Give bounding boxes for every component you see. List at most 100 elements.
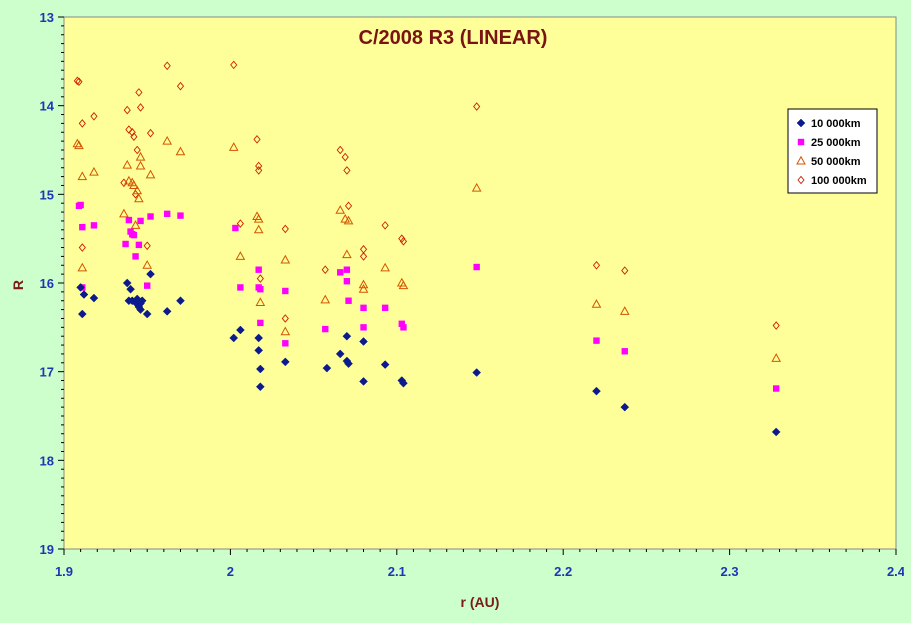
data-point [72, 138, 83, 148]
data-point [400, 324, 407, 331]
data-point [592, 260, 601, 270]
data-point [255, 297, 266, 307]
data-point [163, 61, 171, 71]
data-point [176, 296, 185, 306]
data-point [142, 309, 152, 319]
legend-marker [797, 138, 805, 146]
data-point [143, 241, 151, 251]
data-point [132, 253, 139, 260]
data-point [137, 296, 147, 306]
data-point [125, 125, 133, 134]
series-2 [75, 201, 780, 392]
data-point [343, 278, 351, 285]
data-point [129, 180, 139, 189]
plot-area [63, 16, 897, 550]
data-point [119, 208, 129, 218]
data-point [621, 266, 629, 275]
legend-marker [796, 118, 806, 128]
data-marks [72, 60, 782, 437]
data-point [772, 321, 780, 330]
data-point [142, 260, 153, 269]
data-point [176, 81, 185, 91]
data-point [78, 243, 86, 252]
data-point [282, 287, 289, 295]
data-point [257, 286, 264, 293]
data-point [380, 262, 391, 272]
data-point [77, 201, 84, 209]
data-point [335, 349, 345, 359]
data-point [253, 135, 261, 144]
data-point [75, 77, 83, 87]
data-point [398, 280, 409, 290]
data-point [163, 210, 171, 218]
data-point [399, 237, 408, 246]
x-axis-title: r (AU) [461, 594, 500, 610]
data-point [235, 251, 246, 260]
data-point [237, 284, 244, 291]
y-tick-label: 17 [40, 365, 54, 380]
data-point [145, 169, 156, 179]
data-point [280, 326, 291, 336]
data-point [236, 325, 245, 335]
data-point [254, 346, 264, 355]
data-point [73, 76, 81, 86]
x-tick-label: 2.3 [721, 564, 739, 579]
data-point [322, 325, 329, 333]
data-point [359, 252, 368, 261]
data-point [359, 377, 368, 386]
data-point [592, 386, 601, 396]
data-point [79, 223, 86, 231]
x-tick-label: 2.1 [388, 564, 406, 579]
data-point [381, 304, 389, 312]
data-point [255, 382, 265, 392]
data-point [256, 274, 264, 283]
data-point [253, 213, 264, 223]
y-tick-label: 16 [40, 276, 54, 291]
legend-marker [796, 155, 806, 165]
axes: 13 14 15 16 17 18 191.9 2 2.1 2.2 2.3 2.4 [40, 10, 904, 579]
x-tick-label: 2.4 [887, 564, 904, 579]
data-point [255, 161, 263, 171]
series-1 [76, 269, 781, 437]
data-point [321, 265, 329, 275]
data-point [76, 283, 85, 292]
data-point [360, 324, 367, 331]
series-4 [73, 60, 780, 330]
data-point [146, 269, 155, 279]
legend: 10 000km 25 000km 50 000km 100 000km [787, 108, 878, 194]
data-point [772, 385, 780, 392]
legend-label: 50 000km [811, 156, 861, 168]
y-tick-label: 18 [40, 453, 54, 468]
data-point [342, 249, 352, 259]
data-point [128, 127, 136, 137]
data-point [175, 146, 186, 156]
data-point [78, 119, 86, 128]
data-point [77, 262, 88, 272]
data-point [398, 320, 405, 327]
data-point [336, 145, 344, 155]
data-point [136, 305, 145, 314]
data-point [74, 140, 84, 150]
data-point [236, 219, 244, 228]
chart-frame: 13 14 15 16 17 18 19 1.9 2 2.1 2.2 2.3 2.4 C/2008 R3… [5, 5, 904, 616]
data-point [280, 357, 290, 367]
data-point [130, 132, 138, 142]
legend-label: 25 000km [811, 137, 861, 149]
data-point [125, 216, 133, 224]
data-point [137, 217, 144, 225]
data-point [126, 284, 135, 294]
data-point [230, 60, 238, 70]
data-point [177, 212, 184, 219]
legend-marker [797, 175, 805, 185]
y-axis-title: R [10, 280, 26, 290]
data-point [399, 378, 408, 388]
data-point [344, 359, 353, 369]
data-point [144, 282, 151, 289]
data-point [322, 363, 332, 373]
x-tick-label: 1.9 [55, 564, 73, 579]
data-point [134, 193, 144, 203]
data-point [232, 224, 239, 232]
data-point [344, 201, 353, 211]
data-point [146, 128, 155, 138]
data-point [593, 337, 600, 344]
